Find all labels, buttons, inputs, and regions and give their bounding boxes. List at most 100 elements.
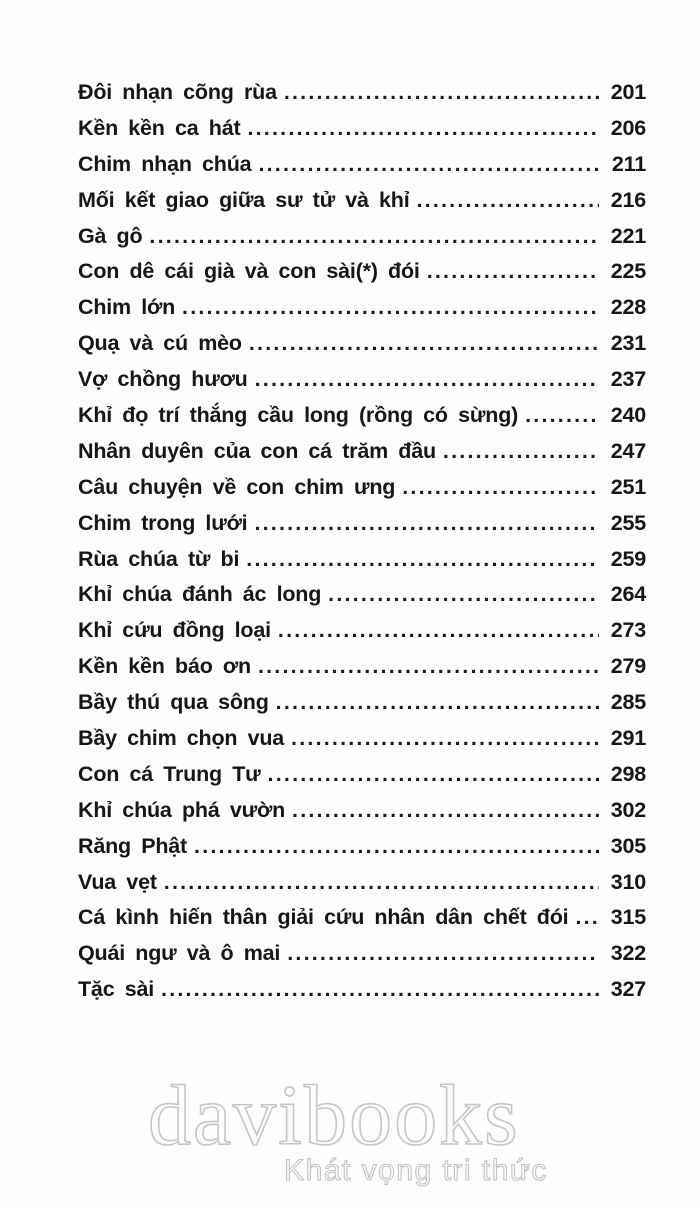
toc-entry: Kền kền ca hát 206 <box>78 116 646 152</box>
toc-entry: Răng Phật 305 <box>78 834 646 870</box>
toc-entry-title: Bầy chim chọn vua <box>78 726 285 751</box>
toc-entry-title: Rùa chúa từ bi <box>78 546 240 571</box>
toc-entry-title: Kền kền ca hát <box>78 115 241 140</box>
toc-entry-title: Mối kết giao giữa sư tử và khỉ <box>78 187 410 212</box>
toc-entry-title: Chim trong lưới <box>78 510 248 535</box>
toc-entry-page: 273 <box>610 618 646 643</box>
toc-list: Đôi nhạn cõng rùa 201 Kền kền ca hát 206… <box>78 80 646 1013</box>
toc-entry: Đôi nhạn cõng rùa 201 <box>78 80 646 116</box>
toc-entry-page: 206 <box>610 115 646 140</box>
toc-entry: Câu chuyện về con chim ưng 251 <box>78 475 646 511</box>
toc-leader-dots <box>164 870 599 895</box>
toc-entry-page: 221 <box>610 223 646 248</box>
toc-entry-title: Khỉ đọ trí thắng cầu long (rồng có sừng) <box>78 403 519 428</box>
toc-entry-page: 201 <box>610 80 646 104</box>
toc-leader-dots <box>268 762 599 787</box>
toc-entry-title: Vua vẹt <box>78 869 157 894</box>
toc-entry: Cá kình hiến thân giải cứu nhân dân chết… <box>78 905 646 941</box>
toc-leader-dots <box>525 403 599 428</box>
toc-entry: Quái ngư và ô mai 322 <box>78 941 646 977</box>
toc-entry-page: 315 <box>610 905 646 930</box>
watermark-tagline: Khát vọng tri thức <box>284 1154 548 1187</box>
toc-entry: Bầy chim chọn vua 291 <box>78 726 646 762</box>
toc-leader-dots <box>292 798 599 823</box>
toc-entry-title: Khỉ cứu đồng loại <box>78 618 271 643</box>
watermark: davibooks Khát vọng tri thức <box>0 1067 700 1206</box>
toc-entry-title: Răng Phật <box>78 833 188 858</box>
toc-entry-page: 302 <box>610 797 646 822</box>
davibooks-logo: davibooks <box>147 1067 520 1163</box>
toc-leader-dots <box>161 977 599 1002</box>
toc-leader-dots <box>182 295 599 320</box>
toc-leader-dots <box>194 834 599 859</box>
toc-entry: Vua vẹt 310 <box>78 870 646 906</box>
toc-entry: Khỉ chúa phá vườn 302 <box>78 798 646 834</box>
toc-leader-dots <box>276 690 599 715</box>
toc-entry-title: Vợ chồng hươu <box>78 367 248 392</box>
toc-entry-title: Con cá Trung Tư <box>78 761 261 786</box>
toc-entry-title: Quái ngư và ô mai <box>78 941 281 966</box>
toc-leader-dots <box>291 726 599 751</box>
toc-leader-dots <box>246 547 599 572</box>
toc-entry: Khỉ cứu đồng loại 273 <box>78 618 646 654</box>
toc-entry-title: Đôi nhạn cõng rùa <box>78 80 277 104</box>
toc-entry-page: 264 <box>610 582 646 607</box>
toc-entry-title: Cá kình hiến thân giải cứu nhân dân chết… <box>78 905 569 930</box>
toc-leader-dots <box>287 941 599 966</box>
toc-entry-page: 310 <box>610 869 646 894</box>
toc-entry: Vợ chồng hươu 237 <box>78 367 646 403</box>
toc-leader-dots <box>278 618 599 643</box>
toc-entry-page: 251 <box>610 474 646 499</box>
toc-leader-dots <box>575 905 599 930</box>
toc-leader-dots <box>255 367 599 392</box>
toc-entry: Gà gô 221 <box>78 224 646 260</box>
toc-entry-title: Nhân duyên của con cá trăm đầu <box>78 438 436 463</box>
toc-entry: Rùa chúa từ bi 259 <box>78 547 646 583</box>
toc-entry-page: 225 <box>610 259 646 284</box>
toc-entry-title: Tặc sài <box>78 977 155 1002</box>
toc-entry: Con cá Trung Tư 298 <box>78 762 646 798</box>
toc-entry-page: 285 <box>610 690 646 715</box>
toc-entry-page: 255 <box>610 510 646 535</box>
toc-entry-page: 279 <box>610 654 646 679</box>
toc-entry-page: 228 <box>610 295 646 320</box>
toc-entry-title: Kền kền báo ơn <box>78 654 251 679</box>
toc-entry: Kền kền báo ơn 279 <box>78 654 646 690</box>
toc-entry: Mối kết giao giữa sư tử và khỉ 216 <box>78 188 646 224</box>
toc-entry-page: 216 <box>610 187 646 212</box>
toc-leader-dots <box>416 188 599 213</box>
toc-entry-title: Gà gô <box>78 223 143 248</box>
toc-entry-title: Con dê cái già và con sài(*) đói <box>78 259 420 284</box>
toc-entry-title: Câu chuyện về con chim ưng <box>78 474 396 499</box>
toc-entry-title: Khỉ chúa phá vườn <box>78 797 286 822</box>
toc-entry: Khỉ đọ trí thắng cầu long (rồng có sừng)… <box>78 403 646 439</box>
toc-leader-dots <box>258 152 599 177</box>
toc-entry-title: Chim lớn <box>78 295 176 320</box>
toc-entry: Quạ và cú mèo 231 <box>78 331 646 367</box>
toc-entry-page: 211 <box>611 151 646 176</box>
toc-entry: Khỉ chúa đánh ác long 264 <box>78 582 646 618</box>
toc-entry: Nhân duyên của con cá trăm đầu 247 <box>78 439 646 475</box>
toc-entry: Bầy thú qua sông 285 <box>78 690 646 726</box>
toc-leader-dots <box>443 439 599 464</box>
toc-leader-dots <box>328 582 599 607</box>
toc-entry: Chim trong lưới 255 <box>78 511 646 547</box>
toc-entry-page: 298 <box>610 761 646 786</box>
toc-entry-page: 305 <box>610 833 646 858</box>
toc-entry: Chim nhạn chúa 211 <box>78 152 646 188</box>
toc-leader-dots <box>284 80 599 105</box>
toc-entry-title: Chim nhạn chúa <box>78 151 252 176</box>
toc-entry-title: Khỉ chúa đánh ác long <box>78 582 322 607</box>
toc-leader-dots <box>254 511 599 536</box>
toc-entry-page: 327 <box>610 977 646 1002</box>
toc-leader-dots <box>247 116 599 141</box>
toc-entry-page: 259 <box>610 546 646 571</box>
toc-leader-dots <box>427 259 599 284</box>
toc-leader-dots <box>402 475 599 500</box>
toc-entry: Tặc sài 327 <box>78 977 646 1013</box>
toc-entry-page: 291 <box>610 726 646 751</box>
toc-entry: Chim lớn 228 <box>78 295 646 331</box>
toc-entry-page: 240 <box>610 403 646 428</box>
toc-entry-page: 231 <box>610 331 646 356</box>
toc-entry-title: Quạ và cú mèo <box>78 331 242 356</box>
